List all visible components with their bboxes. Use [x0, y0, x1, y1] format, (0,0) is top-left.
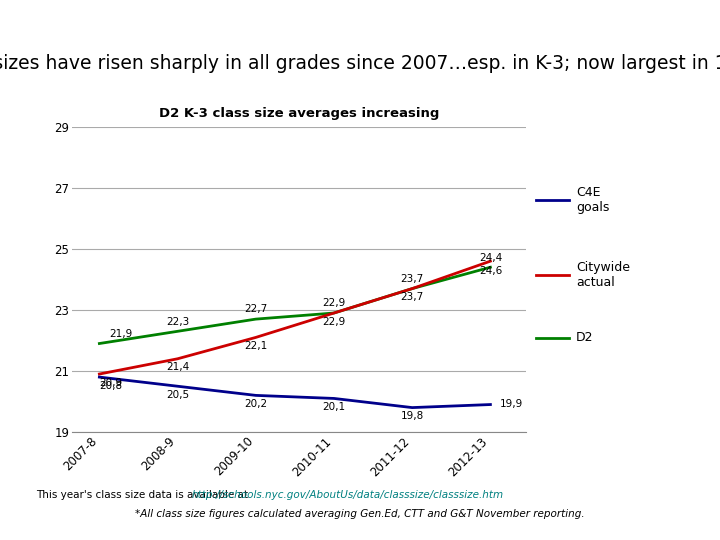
Text: 20,8: 20,8 — [99, 381, 122, 390]
Text: 20,5: 20,5 — [166, 390, 189, 400]
Text: 23,7: 23,7 — [400, 274, 424, 284]
Text: 22,1: 22,1 — [244, 341, 267, 351]
Text: 24,6: 24,6 — [479, 266, 502, 276]
Text: 20,9: 20,9 — [99, 377, 122, 388]
Text: 21,9: 21,9 — [109, 329, 132, 339]
Text: *All class size figures calculated averaging Gen.Ed, CTT and G&T November report: *All class size figures calculated avera… — [135, 509, 585, 519]
Text: 21,4: 21,4 — [166, 362, 189, 373]
Text: Class sizes have risen sharply in all grades since 2007…esp. in K-3; now largest: Class sizes have risen sharply in all gr… — [0, 54, 720, 73]
Text: D2 K-3 class size averages increasing: D2 K-3 class size averages increasing — [158, 107, 439, 120]
Text: 22,9: 22,9 — [323, 298, 346, 308]
Text: This year's class size data is available at: This year's class size data is available… — [36, 489, 251, 500]
Text: 19,8: 19,8 — [400, 411, 424, 421]
Text: 24,4: 24,4 — [479, 253, 502, 262]
Text: http://schools.nyc.gov/AboutUs/data/classsize/classsize.htm: http://schools.nyc.gov/AboutUs/data/clas… — [192, 489, 503, 500]
Text: Citywide
actual: Citywide actual — [576, 261, 630, 289]
Text: D2: D2 — [576, 331, 593, 344]
Text: C4E
goals: C4E goals — [576, 186, 609, 214]
Text: 22,9: 22,9 — [323, 316, 346, 327]
Text: 20,2: 20,2 — [244, 399, 267, 409]
Text: 22,7: 22,7 — [244, 305, 267, 314]
Text: 22,3: 22,3 — [166, 316, 189, 327]
Text: 19,9: 19,9 — [500, 399, 523, 409]
Text: 20,1: 20,1 — [323, 402, 346, 412]
Text: 23,7: 23,7 — [400, 292, 424, 302]
